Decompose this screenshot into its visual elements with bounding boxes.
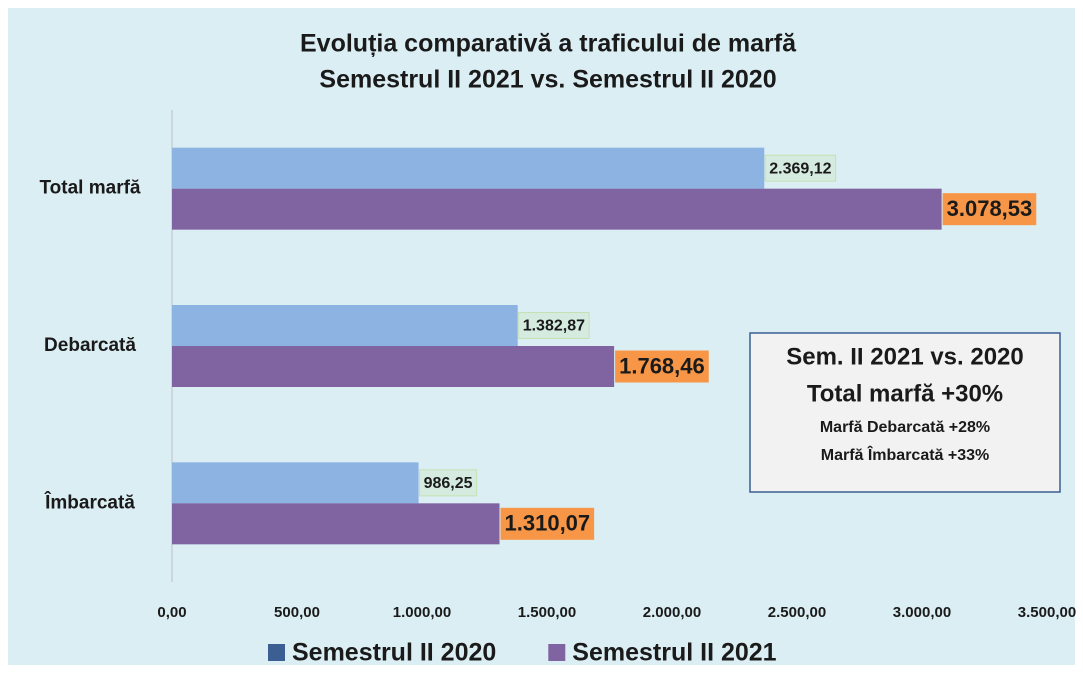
chart-title: Evoluția comparativă a traficului de mar… (300, 30, 797, 58)
value-label-box (419, 469, 478, 497)
value-label: 986,25 (424, 475, 473, 492)
value-label-box (500, 507, 595, 540)
legend-label: Semestrul II 2020 (292, 639, 496, 667)
x-tick-label: 500,00 (274, 604, 320, 621)
bar (172, 462, 419, 504)
value-label: 3.078,53 (947, 196, 1033, 221)
y-tick-label: Debarcată (44, 335, 136, 356)
legend-label: Semestrul II 2021 (572, 639, 776, 667)
legend-swatch (268, 644, 285, 661)
annotation-line: Marfă Îmbarcată +33% (821, 445, 990, 464)
legend-swatch (548, 644, 566, 661)
value-label: 2.369,12 (769, 160, 831, 177)
chart-subtitle: Semestrul II 2021 vs. Semestrul II 2020 (319, 66, 776, 94)
bar (172, 147, 765, 189)
x-tick-label: 1.000,00 (393, 604, 451, 621)
value-label: 1.382,87 (523, 318, 585, 335)
value-label: 1.310,07 (505, 511, 591, 536)
annotation-line: Sem. II 2021 vs. 2020 (786, 343, 1024, 370)
x-tick-label: 2.000,00 (643, 604, 701, 621)
value-label-box (615, 350, 709, 383)
value-label-box (942, 193, 1037, 226)
annotation-line: Marfă Debarcată +28% (820, 419, 990, 436)
y-tick-label: Îmbarcată (44, 491, 135, 513)
bar (172, 305, 518, 346)
x-tick-label: 3.000,00 (893, 604, 951, 621)
value-label: 1.768,46 (619, 353, 705, 378)
x-tick-label: 3.500,00 (1018, 604, 1076, 621)
x-tick-label: 2.500,00 (768, 604, 826, 621)
x-tick-label: 0,00 (157, 604, 186, 621)
value-label-box (764, 154, 837, 182)
annotation-box (749, 332, 1061, 493)
y-tick-label: Total marfă (39, 178, 140, 199)
bar (172, 503, 500, 545)
bar (172, 188, 942, 230)
value-label-box (518, 312, 590, 339)
bar (172, 346, 615, 387)
x-tick-label: 1.500,00 (518, 604, 576, 621)
annotation-line: Total marfă +30% (807, 380, 1003, 407)
